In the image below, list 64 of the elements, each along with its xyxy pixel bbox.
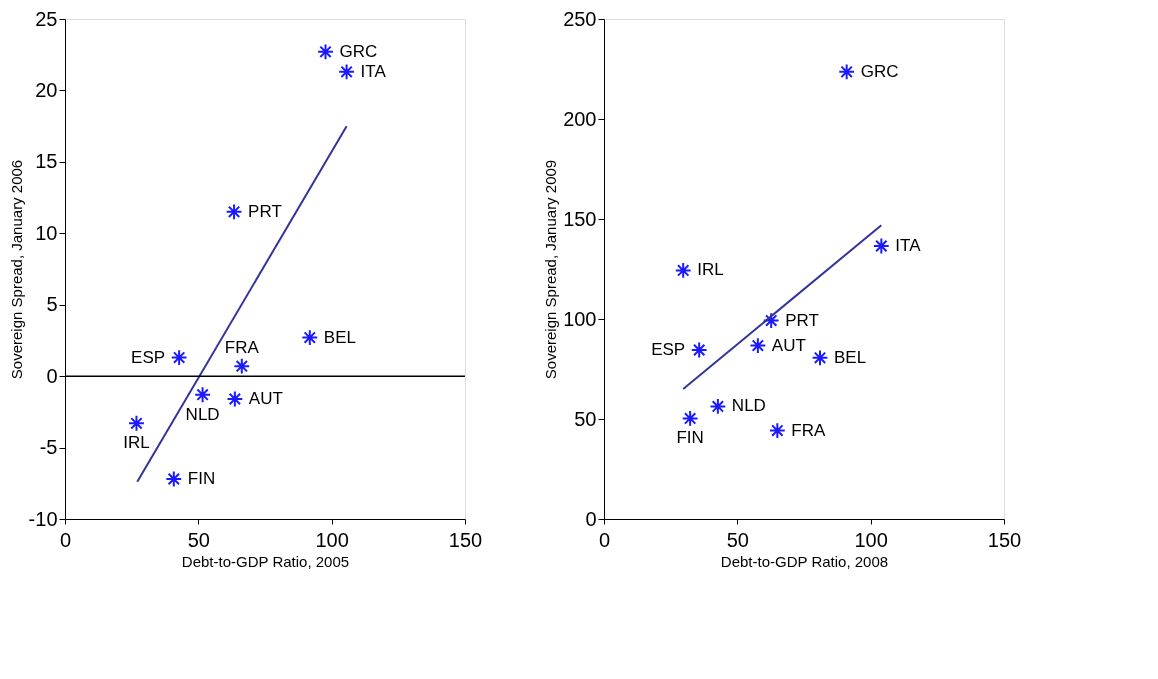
point: [233, 357, 251, 375]
point: [872, 237, 890, 255]
point: [165, 470, 183, 488]
point: [838, 63, 856, 81]
annotation: ESP: [131, 347, 166, 367]
y-tick-label: -5: [39, 436, 58, 459]
x-tick-label: 0: [598, 528, 611, 551]
point: [128, 414, 145, 432]
x-tick-label: 50: [726, 528, 749, 551]
point: [690, 341, 708, 359]
point: [170, 349, 188, 366]
annotation: PRT: [248, 201, 282, 221]
y-tick-label: 20: [35, 78, 58, 101]
y-tick-label: 5: [46, 293, 58, 316]
x-axis-title: Debt-to-GDP Ratio, 2008: [720, 552, 889, 570]
y-axis-title: Sovereign Spread, January 2006: [7, 159, 25, 380]
annotation: AUT: [248, 389, 283, 408]
point: [338, 63, 356, 81]
annotation: GRC: [339, 41, 378, 61]
point: [674, 261, 692, 279]
y-axis-title: Sovereign Spread, January 2009: [542, 159, 560, 380]
point: [301, 329, 319, 346]
annotation: GRC: [860, 61, 899, 81]
annotation: BEL: [323, 327, 356, 347]
annotation: ESP: [651, 340, 686, 359]
annotation: IRL: [123, 433, 150, 453]
y-tick-label: 200: [563, 107, 597, 130]
annotation: FIN: [187, 469, 216, 488]
y-tick-label: 10: [35, 221, 58, 244]
y-tick-label: 100: [563, 307, 597, 330]
y-tick-label: 50: [574, 407, 597, 430]
point: [768, 422, 786, 440]
point: [811, 349, 829, 367]
annotation: AUT: [771, 335, 806, 355]
point: [225, 203, 243, 221]
y-tick-label: 150: [563, 207, 597, 230]
point: [749, 337, 767, 355]
x-tick-label: 150: [987, 528, 1022, 551]
point: [709, 397, 727, 415]
y-tick-label: 25: [35, 7, 58, 30]
annotation: FRA: [224, 338, 260, 358]
point: [317, 43, 334, 61]
annotation: ITA: [895, 236, 922, 255]
annotation: NLD: [731, 396, 766, 416]
y-tick-label: -10: [28, 507, 58, 530]
y-tick-label: 0: [46, 364, 58, 387]
annotation: PRT: [785, 310, 819, 330]
annotation: FRA: [791, 420, 826, 440]
annotation: BEL: [834, 347, 867, 367]
x-axis-title: Debt-to-GDP Ratio, 2005: [181, 552, 350, 570]
y-tick-label: 15: [35, 150, 58, 173]
x-tick-label: 50: [187, 528, 210, 551]
x-tick-label: 150: [448, 528, 483, 551]
y-tick-label: 250: [563, 7, 597, 30]
annotation: NLD: [185, 404, 220, 424]
x-tick-label: 100: [315, 528, 349, 551]
annotation: ITA: [360, 61, 387, 81]
x-tick-label: 100: [854, 528, 888, 551]
annotation: FIN: [676, 428, 704, 448]
y-tick-label: 0: [585, 507, 597, 530]
point: [226, 390, 244, 408]
annotation: IRL: [697, 260, 724, 280]
point: [194, 386, 212, 404]
point: [681, 409, 699, 427]
